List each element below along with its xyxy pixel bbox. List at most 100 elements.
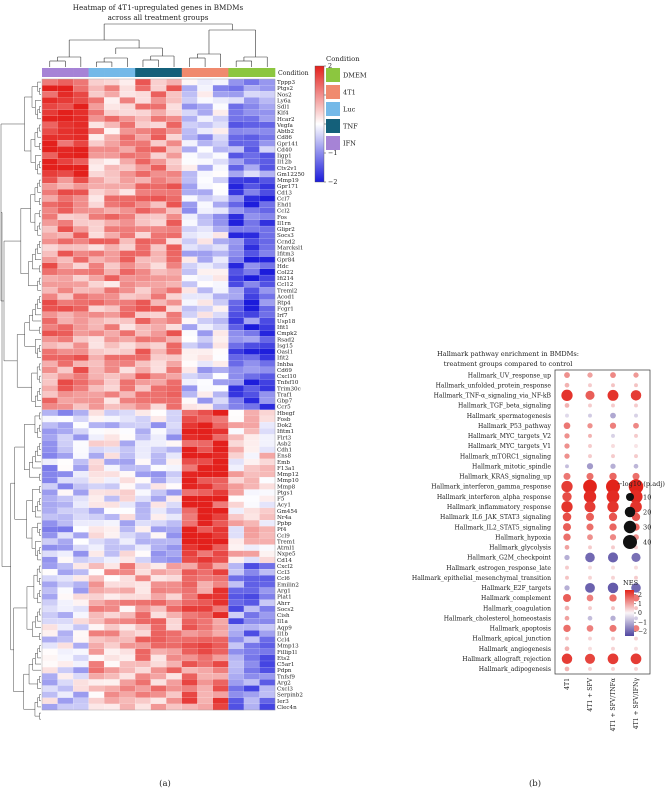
heatmap-cell: [150, 201, 167, 208]
pathway-label: Hallmark_interferon_gamma_response: [431, 484, 551, 491]
heatmap-cell: [57, 115, 74, 123]
heatmap-cell: [243, 195, 260, 202]
heatmap-cell: [212, 409, 229, 417]
pathway-dot: [585, 552, 595, 563]
heatmap-cell: [181, 366, 198, 374]
heatmap-cell: [181, 127, 198, 135]
gene-label: Trem1: [277, 539, 296, 545]
heatmap-cell: [150, 507, 167, 515]
heatmap-cell: [41, 354, 58, 362]
heatmap-cell: [135, 219, 152, 227]
heatmap-cell: [88, 127, 105, 135]
heatmap-cell: [181, 599, 198, 607]
heatmap-cell: [150, 587, 167, 594]
gene-label: Serpinb2: [277, 693, 303, 699]
heatmap-cell: [259, 642, 276, 650]
heatmap-cell: [104, 660, 120, 668]
heatmap-cell: [104, 140, 120, 147]
heatmap-cell: [243, 201, 260, 208]
heatmap-cell: [197, 213, 214, 221]
pathway-dot: [607, 389, 619, 401]
heatmap-cell: [57, 403, 74, 411]
heatmap-cell: [181, 354, 198, 362]
heatmap-title: Heatmap of 4T1-upregulated genes in BMDM…: [73, 3, 244, 12]
heatmap-cell: [135, 183, 152, 190]
heatmap-cell: [228, 630, 245, 637]
heatmap-cell: [150, 673, 167, 680]
heatmap-cell: [197, 611, 214, 619]
heatmap-cell: [41, 85, 58, 92]
pathway-dot: [609, 422, 617, 429]
heatmap-cell: [166, 581, 183, 588]
heatmap-cell: [228, 697, 245, 705]
heatmap-cell: [41, 311, 58, 319]
heatmap-cell: [119, 581, 136, 588]
heatmap-cell: [41, 458, 58, 466]
heatmap-cell: [259, 599, 276, 607]
heatmap-cell: [88, 219, 105, 227]
heatmap-cell: [197, 538, 214, 545]
heatmap-cell: [41, 421, 58, 429]
heatmap-cell: [166, 630, 183, 637]
heatmap-cell: [166, 250, 183, 257]
size-legend-dot: [623, 520, 637, 534]
heatmap-cell: [135, 489, 152, 496]
heatmap-cell: [57, 593, 74, 601]
heatmap-cell: [119, 170, 136, 178]
gene-label: Cd69: [277, 368, 292, 374]
heatmap-cell: [119, 287, 136, 294]
heatmap-cell: [57, 103, 74, 110]
heatmap-cell: [259, 685, 276, 692]
heatmap-panel: Heatmap of 4T1-upregulated genes in BMDM…: [0, 3, 367, 789]
heatmap-cell: [119, 311, 136, 319]
heatmap-cell: [228, 587, 245, 594]
heatmap-cell: [181, 189, 198, 196]
heatmap-cell: [41, 667, 58, 674]
heatmap-cell: [135, 654, 152, 662]
heatmap-cell: [181, 458, 198, 466]
heatmap-cell: [104, 471, 120, 478]
heatmap-cell: [135, 299, 152, 306]
heatmap-cell: [212, 428, 229, 435]
heatmap-cell: [259, 385, 276, 392]
heatmap-cell: [197, 372, 214, 380]
heatmap-cell: [228, 581, 245, 588]
heatmap-cell: [88, 483, 105, 490]
heatmap-cell: [181, 667, 198, 674]
heatmap-cell: [104, 581, 120, 588]
heatmap-cell: [259, 250, 276, 257]
heatmap-cell: [41, 495, 58, 502]
heatmap-cell: [259, 611, 276, 619]
pathway-dot: [583, 490, 597, 503]
heatmap-cell: [243, 85, 260, 92]
heatmap-cell: [41, 611, 58, 619]
heatmap-cell: [104, 274, 120, 282]
heatmap-cell: [104, 458, 120, 466]
heatmap-cell: [197, 311, 214, 319]
heatmap-cell: [181, 372, 198, 380]
heatmap-cell: [212, 372, 229, 380]
heatmap-cell: [104, 91, 120, 98]
heatmap-cell: [212, 366, 229, 374]
heatmap-cell: [72, 667, 89, 674]
heatmap-cell: [212, 305, 229, 313]
pathway-dot: [632, 594, 640, 602]
heatmap-cell: [181, 281, 198, 288]
heatmap-cell: [150, 317, 167, 325]
heatmap-cell: [41, 440, 58, 447]
heatmap-cell: [72, 495, 89, 502]
heatmap-cell: [72, 464, 89, 472]
heatmap-cell: [57, 440, 74, 447]
heatmap-cell: [104, 605, 120, 613]
heatmap-cell: [41, 207, 58, 215]
heatmap-cell: [119, 262, 136, 270]
heatmap-cell: [72, 599, 89, 607]
heatmap-cell: [41, 342, 58, 349]
heatmap-cell: [166, 121, 183, 129]
heatmap-cell: [41, 189, 58, 196]
pathway-dot: [588, 433, 592, 438]
heatmap-cell: [135, 293, 152, 300]
pathway-dot: [610, 372, 616, 378]
heatmap-cell: [243, 183, 260, 190]
gene-label: Ens8: [277, 454, 292, 460]
